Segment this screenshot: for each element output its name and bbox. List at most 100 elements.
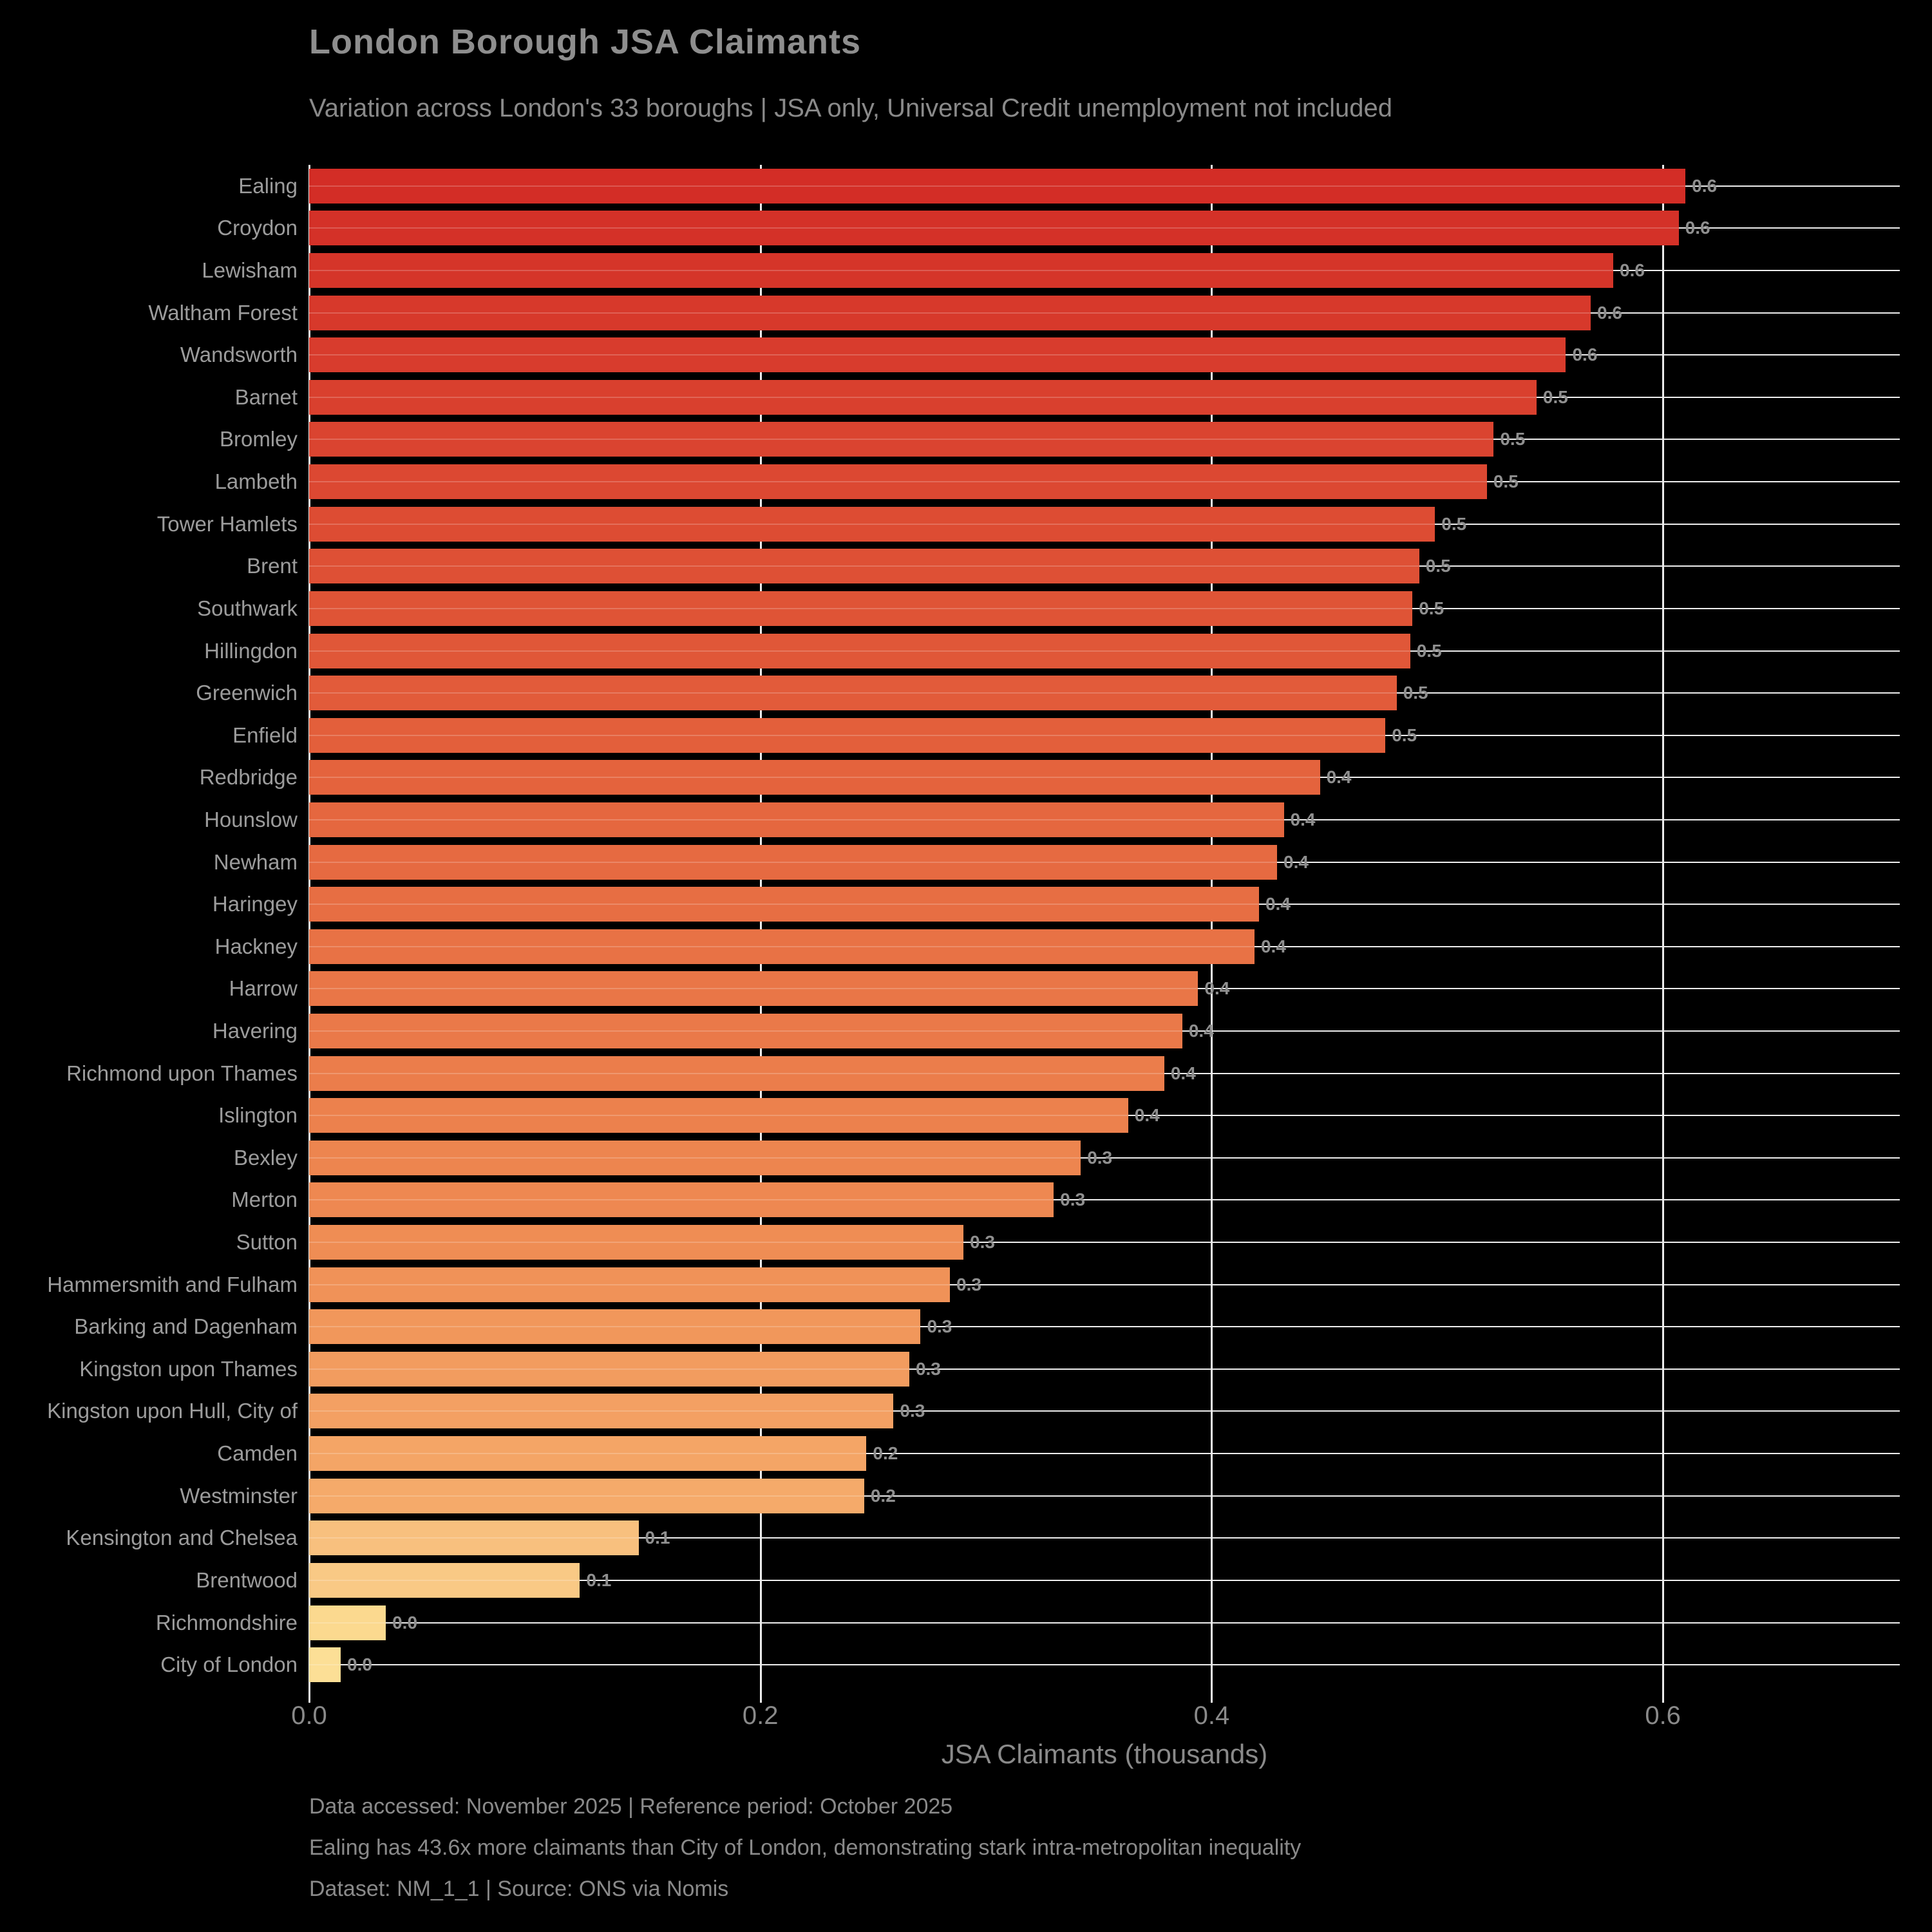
- value-label: 0.3: [1087, 1147, 1113, 1168]
- h-gridline-overlay: [309, 692, 1900, 694]
- bar: [309, 1013, 1182, 1048]
- bar: [309, 1351, 909, 1387]
- bar: [309, 295, 1591, 330]
- bar-row: Harrow 0.4: [229, 968, 1900, 1010]
- value-label: 0.4: [1188, 1020, 1214, 1041]
- h-gridline-overlay: [309, 1199, 1900, 1201]
- x-axis-label: JSA Claimants (thousands): [941, 1739, 1268, 1769]
- value-label: 0.4: [1134, 1105, 1160, 1126]
- h-gridline-overlay: [309, 1537, 1900, 1539]
- bar-row: Wandsworth 0.6: [180, 334, 1900, 376]
- value-label: 0.0: [392, 1612, 418, 1633]
- h-gridline-overlay: [309, 1157, 1900, 1159]
- h-gridline: [309, 1242, 1900, 1244]
- y-axis-category-label: Bromley: [219, 427, 298, 451]
- y-axis-category-label: Bexley: [233, 1145, 298, 1170]
- y-axis-category-label: Waltham Forest: [148, 300, 298, 325]
- h-gridline-overlay: [309, 185, 1900, 187]
- x-tick-label: 0.4: [1193, 1701, 1230, 1730]
- h-gridline-overlay: [309, 607, 1900, 609]
- value-label: 0.5: [1425, 556, 1451, 576]
- x-tick-label: 0.6: [1645, 1701, 1681, 1730]
- h-gridline-overlay: [309, 312, 1900, 314]
- bar: [309, 422, 1494, 457]
- y-axis-category-label: Croydon: [217, 216, 298, 240]
- y-axis-category-label: City of London: [160, 1653, 298, 1677]
- y-axis-category-label: Kingston upon Hull, City of: [47, 1399, 298, 1423]
- bar: [309, 633, 1410, 668]
- value-label: 0.6: [1620, 260, 1645, 281]
- footer-data-accessed: Data accessed: November 2025 | Reference…: [309, 1794, 953, 1819]
- y-axis-category-label: Westminster: [180, 1483, 298, 1508]
- bar: [309, 802, 1284, 837]
- y-axis-category-label: Ealing: [238, 173, 298, 198]
- h-gridline-overlay: [309, 734, 1900, 736]
- bar-row: Hackney 0.4: [215, 925, 1900, 968]
- value-label: 0.3: [900, 1401, 925, 1421]
- value-label: 0.6: [1692, 175, 1718, 196]
- x-tick-label: 0.0: [291, 1701, 327, 1730]
- bar-row: Barnet 0.5: [235, 376, 1900, 419]
- h-gridline-overlay: [309, 1115, 1900, 1117]
- h-gridline: [309, 1283, 1900, 1285]
- bar: [309, 1182, 1054, 1218]
- bar-row: Hammersmith and Fulham 0.3: [47, 1264, 1900, 1306]
- h-gridline-overlay: [309, 481, 1900, 483]
- bar: [309, 506, 1435, 542]
- bar: [309, 676, 1397, 711]
- bar-row: Sutton 0.3: [236, 1221, 1900, 1264]
- y-axis-category-label: Wandsworth: [180, 343, 298, 367]
- bar: [309, 1520, 639, 1556]
- bar: [309, 1562, 580, 1598]
- bar: [309, 717, 1386, 753]
- bar-row: City of London 0.0: [160, 1643, 1900, 1686]
- y-axis-category-label: Hillingdon: [204, 638, 298, 663]
- bar: [309, 760, 1320, 795]
- h-gridline: [309, 1410, 1900, 1412]
- h-gridline: [309, 1368, 1900, 1370]
- bar: [309, 379, 1537, 415]
- bar: [309, 253, 1614, 289]
- value-label: 0.5: [1419, 598, 1444, 618]
- bar: [309, 1436, 867, 1472]
- value-label: 0.1: [586, 1569, 612, 1590]
- y-axis-category-label: Hounslow: [204, 807, 298, 831]
- bar: [309, 887, 1259, 922]
- h-gridline-overlay: [309, 777, 1900, 779]
- y-axis-category-label: Enfield: [232, 723, 298, 747]
- value-label: 0.4: [1170, 1063, 1196, 1083]
- h-gridline: [309, 1199, 1900, 1201]
- y-axis-category-label: Tower Hamlets: [156, 511, 298, 536]
- h-gridline-overlay: [309, 1072, 1900, 1074]
- x-tick-label: 0.2: [742, 1701, 779, 1730]
- bar-row: Newham 0.4: [214, 841, 1900, 884]
- h-gridline-overlay: [309, 1579, 1900, 1581]
- value-label: 0.5: [1416, 640, 1442, 661]
- bar-row: Southwark 0.5: [197, 587, 1900, 630]
- h-gridline-overlay: [309, 565, 1900, 567]
- bar-row: Kingston upon Hull, City of 0.3: [47, 1390, 1900, 1433]
- bar-row: Richmond upon Thames 0.4: [66, 1052, 1900, 1095]
- h-gridline-overlay: [309, 1410, 1900, 1412]
- h-gridline-overlay: [309, 988, 1900, 990]
- bar-row: Camden 0.2: [217, 1432, 1900, 1475]
- value-label: 0.5: [1403, 683, 1428, 703]
- h-gridline-overlay: [309, 439, 1900, 440]
- bar-row: Lambeth 0.5: [215, 460, 1900, 503]
- bar-row: Brentwood 0.1: [196, 1559, 1900, 1602]
- h-gridline-overlay: [309, 1326, 1900, 1328]
- bar-row: Croydon 0.6: [217, 207, 1900, 250]
- bar-row: Havering 0.4: [213, 1010, 1900, 1052]
- chart-subtitle: Variation across London's 33 boroughs | …: [309, 94, 1392, 122]
- h-gridline: [309, 1453, 1900, 1455]
- h-gridline: [309, 1326, 1900, 1328]
- bar-row: Merton 0.3: [231, 1179, 1900, 1222]
- bar-row: Lewisham 0.6: [202, 249, 1900, 292]
- footer-insight: Ealing has 43.6x more claimants than Cit…: [309, 1835, 1302, 1860]
- x-axis-ticks: 0.0 0.2 0.4 0.6: [291, 1701, 1900, 1730]
- y-axis-category-label: Merton: [231, 1188, 298, 1212]
- bar: [309, 337, 1566, 373]
- h-gridline-overlay: [309, 1368, 1900, 1370]
- y-axis-category-label: Barking and Dagenham: [74, 1314, 298, 1339]
- h-gridline-overlay: [309, 523, 1900, 525]
